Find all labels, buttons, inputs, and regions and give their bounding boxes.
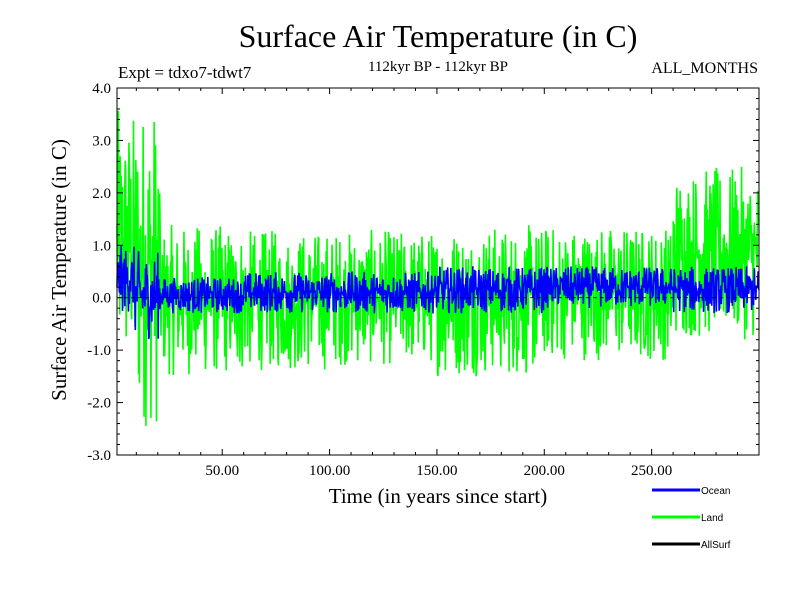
y-axis: -3.0 -2.0 -1.0 0.0 1.0 2.0 3.0 4.0 (87, 81, 759, 464)
y-tick-label: 1.0 (92, 238, 111, 254)
legend-label: AllSurf (701, 540, 731, 551)
legend-label: Ocean (701, 486, 730, 497)
x-axis: 50.00 100.00 150.00 200.00 250.00 (135, 88, 739, 479)
legend-label: Land (701, 513, 723, 524)
y-tick-label: 3.0 (92, 133, 111, 149)
legend: Ocean Land AllSurf (652, 486, 731, 551)
subtitle-right: ALL_MONTHS (651, 60, 758, 77)
y-tick-label: -2.0 (87, 396, 111, 412)
x-tick-label: 200.00 (524, 463, 565, 479)
y-tick-label: -3.0 (87, 448, 111, 464)
x-tick-label: 150.00 (416, 463, 457, 479)
series-line-ocean (116, 245, 760, 340)
y-tick-label: 2.0 (92, 186, 111, 202)
x-tick-label: 50.00 (205, 463, 239, 479)
x-tick-label: 100.00 (309, 463, 350, 479)
x-tick-label: 250.00 (631, 463, 672, 479)
plot-frame (116, 87, 760, 456)
subtitle-center: 112kyr BP - 112kyr BP (368, 59, 508, 75)
series-layer (116, 110, 760, 426)
y-tick-label: 4.0 (92, 81, 111, 97)
y-axis-label: Surface Air Temperature (in C) (47, 139, 71, 401)
chart-title: Surface Air Temperature (in C) (239, 18, 638, 54)
subtitle-left: Expt = tdxo7-tdwt7 (118, 63, 252, 82)
y-tick-label: -1.0 (87, 343, 111, 359)
y-tick-label: 0.0 (92, 291, 111, 307)
x-axis-label: Time (in years since start) (329, 484, 548, 508)
